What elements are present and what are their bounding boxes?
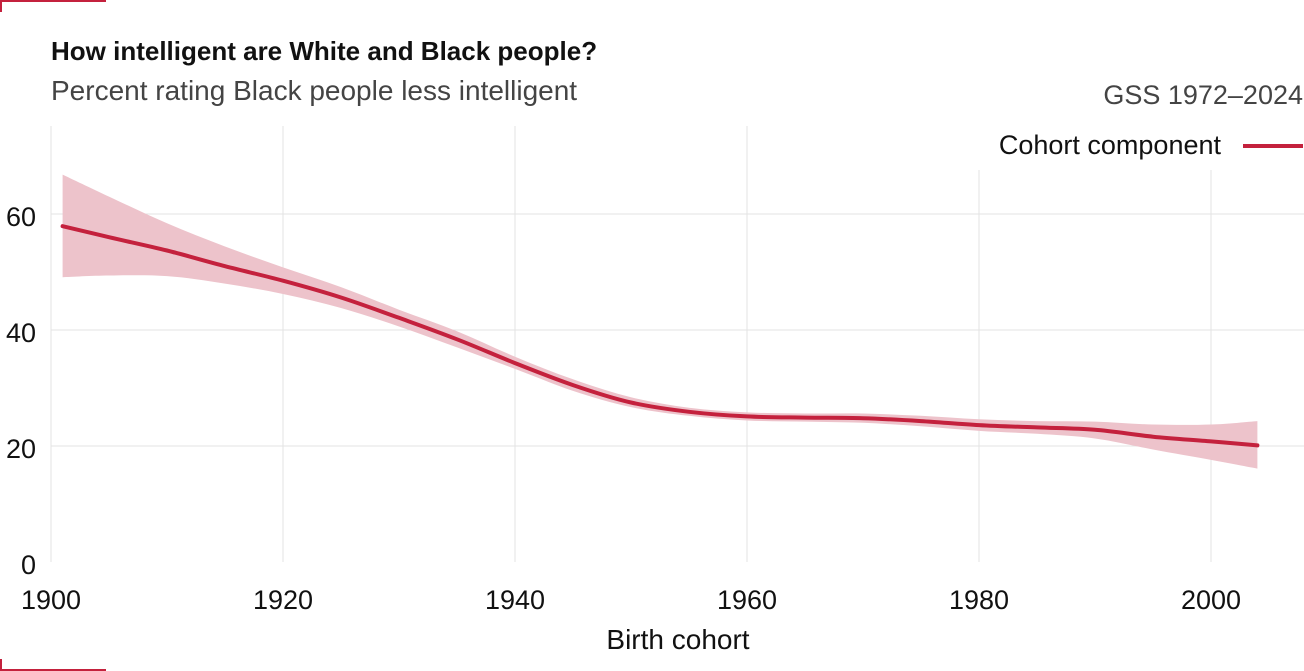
chart-subtitle: Percent rating Black people less intelli… [51,75,578,106]
grid [50,126,1304,562]
source-note: GSS 1972–2024 [1103,80,1303,110]
x-axis-tick-labels: 1900 1920 1940 1960 1980 2000 [21,585,1241,615]
legend-line-swatch [1243,143,1303,148]
corner-mark-bottom-vertical [0,659,2,671]
corner-mark-top-vertical [0,0,2,12]
series-line-path [60,224,1260,448]
corner-mark-top [0,0,106,2]
x-tick-label: 1960 [717,585,777,615]
y-axis-tick-labels: 0 20 40 60 [6,202,36,580]
y-tick-label: 60 [6,202,36,232]
x-tick-label: 1920 [253,585,313,615]
legend-label: Cohort component [998,130,1221,160]
corner-mark-bottom [0,669,106,671]
y-tick-label: 0 [21,550,36,580]
chart-title: How intelligent are White and Black peop… [51,36,598,66]
x-tick-label: 1980 [949,585,1009,615]
x-tick-label: 1940 [485,585,545,615]
series-line [60,224,1260,448]
confidence-band-area [62,174,1258,469]
x-tick-label: 1900 [21,585,81,615]
y-tick-label: 20 [6,434,36,464]
x-axis-title: Birth cohort [606,624,749,655]
legend: Cohort component [999,130,1303,161]
y-tick-label: 40 [6,318,36,348]
x-tick-label: 2000 [1181,585,1241,615]
confidence-band [62,174,1258,469]
